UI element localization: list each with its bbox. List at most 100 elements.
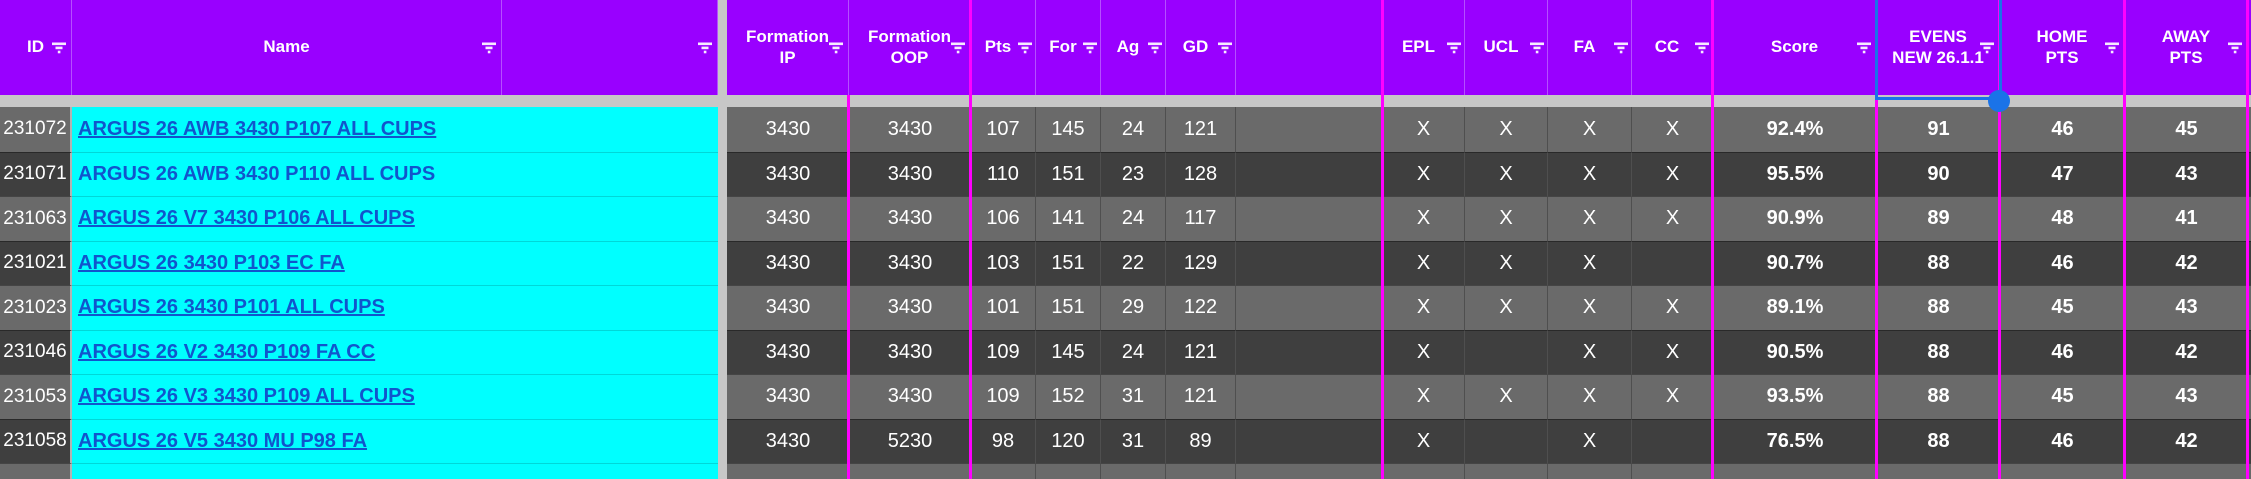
selection-handle[interactable]: [1988, 90, 2010, 112]
column-header-name[interactable]: Name: [72, 0, 502, 95]
filter-icon[interactable]: [1530, 42, 1544, 53]
filter-icon[interactable]: [482, 42, 496, 53]
cell-evens-new[interactable]: 88: [1877, 240, 2000, 285]
cell-home-pts[interactable]: 45: [2000, 285, 2125, 330]
column-header-blank-1[interactable]: [502, 0, 718, 95]
cell-home-pts[interactable]: 46: [2000, 329, 2125, 374]
cell-epl[interactable]: X: [1383, 285, 1465, 330]
cell-away-pts[interactable]: 41: [2125, 196, 2248, 241]
cell-evens-new[interactable]: 88: [1877, 285, 2000, 330]
cell-home-pts[interactable]: 46: [2000, 240, 2125, 285]
cell-ucl[interactable]: X: [1465, 196, 1548, 241]
cell-for[interactable]: 120: [1036, 418, 1101, 463]
cell-ag[interactable]: 24: [1101, 107, 1166, 152]
cell-name[interactable]: ARGUS 26 3430 P101 ALL CUPS: [72, 285, 718, 330]
cell-score[interactable]: 93.5%: [1713, 374, 1877, 419]
cell-name[interactable]: ARGUS 26 AWB 3430 P110 ALL CUPS: [72, 151, 718, 196]
cell-ucl[interactable]: [1465, 329, 1548, 374]
cell-ag[interactable]: 24: [1101, 196, 1166, 241]
cell-formation-ip[interactable]: 3430: [727, 285, 849, 330]
cell-id[interactable]: 231071: [0, 151, 72, 196]
cell-ag[interactable]: 31: [1101, 418, 1166, 463]
cell-formation-oop[interactable]: 3430: [849, 240, 971, 285]
column-header-id[interactable]: ID: [0, 0, 72, 95]
cell-fa[interactable]: X: [1548, 285, 1632, 330]
column-header-formation-oop[interactable]: Formation OOP: [849, 0, 971, 95]
cell-ucl[interactable]: X: [1465, 107, 1548, 152]
column-header-score[interactable]: Score: [1713, 0, 1877, 95]
cell-gd[interactable]: 121: [1166, 107, 1236, 152]
cell-gd[interactable]: 117: [1166, 196, 1236, 241]
cell-home-pts[interactable]: 48: [2000, 196, 2125, 241]
column-header-blank-2[interactable]: [1236, 0, 1383, 95]
column-header-epl[interactable]: EPL: [1383, 0, 1465, 95]
cell-for[interactable]: 152: [1036, 374, 1101, 419]
cell-evens-new[interactable]: 88: [1877, 329, 2000, 374]
cell-fa[interactable]: X: [1548, 374, 1632, 419]
cell-gd[interactable]: 121: [1166, 329, 1236, 374]
cell-cc[interactable]: X: [1632, 329, 1713, 374]
column-header-evens-new[interactable]: EVENS NEW 26.1.1: [1877, 0, 2000, 95]
filter-icon[interactable]: [1083, 42, 1097, 53]
cell-home-pts[interactable]: 47: [2000, 151, 2125, 196]
cell-away-pts[interactable]: 43: [2125, 151, 2248, 196]
filter-icon[interactable]: [1148, 42, 1162, 53]
cell-epl[interactable]: X: [1383, 418, 1465, 463]
cell-pts[interactable]: 106: [971, 196, 1036, 241]
column-header-for[interactable]: For: [1036, 0, 1101, 95]
cell-score[interactable]: 90.9%: [1713, 196, 1877, 241]
filter-icon[interactable]: [1018, 42, 1032, 53]
cell-name[interactable]: ARGUS 26 V7 3430 P106 ALL CUPS: [72, 196, 718, 241]
name-link[interactable]: ARGUS 26 V2 3430 P109 FA CC: [78, 340, 376, 363]
cell-away-pts[interactable]: 45: [2125, 107, 2248, 152]
cell-formation-oop[interactable]: 3430: [849, 329, 971, 374]
cell-score[interactable]: 92.4%: [1713, 107, 1877, 152]
filter-icon[interactable]: [52, 42, 66, 53]
cell-formation-oop[interactable]: 3430: [849, 374, 971, 419]
cell-away-pts[interactable]: 43: [2125, 374, 2248, 419]
cell-gd[interactable]: 89: [1166, 418, 1236, 463]
cell-id[interactable]: 231058: [0, 418, 72, 463]
cell-pts[interactable]: 109: [971, 329, 1036, 374]
cell-score[interactable]: 76.5%: [1713, 418, 1877, 463]
cell-cc[interactable]: [1632, 418, 1713, 463]
cell-evens-new[interactable]: 91: [1877, 107, 2000, 152]
cell-score[interactable]: 90.5%: [1713, 329, 1877, 374]
cell-formation-ip[interactable]: 3430: [727, 151, 849, 196]
cell-epl[interactable]: X: [1383, 151, 1465, 196]
cell-name[interactable]: ARGUS 26 V5 3430 MU P98 FA: [72, 418, 718, 463]
name-link[interactable]: ARGUS 26 3430 P103 EC FA: [78, 251, 345, 274]
cell-name[interactable]: ARGUS 26 V3 3430 P109 ALL CUPS: [72, 374, 718, 419]
cell-id[interactable]: 231063: [0, 196, 72, 241]
cell-formation-oop[interactable]: 3430: [849, 196, 971, 241]
cell-ucl[interactable]: X: [1465, 240, 1548, 285]
cell-pts[interactable]: 103: [971, 240, 1036, 285]
cell-id[interactable]: 231021: [0, 240, 72, 285]
cell-formation-ip[interactable]: 3430: [727, 418, 849, 463]
cell-ag[interactable]: 23: [1101, 151, 1166, 196]
cell-fa[interactable]: X: [1548, 196, 1632, 241]
cell-formation-ip[interactable]: 3430: [727, 107, 849, 152]
cell-cc[interactable]: [1632, 240, 1713, 285]
cell-ucl[interactable]: X: [1465, 285, 1548, 330]
cell-formation-oop[interactable]: 3430: [849, 151, 971, 196]
cell-formation-ip[interactable]: 3430: [727, 374, 849, 419]
column-header-gd[interactable]: GD: [1166, 0, 1236, 95]
cell-for[interactable]: 151: [1036, 240, 1101, 285]
name-link[interactable]: ARGUS 26 V5 3430 MU P98 FA: [78, 429, 368, 452]
name-link[interactable]: ARGUS 26 AWB 3430 P110 ALL CUPS: [78, 162, 436, 185]
name-link[interactable]: ARGUS 26 3430 P101 ALL CUPS: [78, 296, 385, 319]
column-header-away-pts[interactable]: AWAY PTS: [2125, 0, 2248, 95]
cell-id[interactable]: 231023: [0, 285, 72, 330]
cell-away-pts[interactable]: 43: [2125, 285, 2248, 330]
cell-evens-new[interactable]: 88: [1877, 418, 2000, 463]
cell-formation-ip[interactable]: 3430: [727, 196, 849, 241]
cell-gd[interactable]: 128: [1166, 151, 1236, 196]
cell-epl[interactable]: X: [1383, 240, 1465, 285]
cell-id[interactable]: 231046: [0, 329, 72, 374]
cell-id[interactable]: 231053: [0, 374, 72, 419]
filter-icon[interactable]: [2105, 42, 2119, 53]
column-header-ag[interactable]: Ag: [1101, 0, 1166, 95]
cell-formation-oop[interactable]: 3430: [849, 285, 971, 330]
cell-pts[interactable]: 110: [971, 151, 1036, 196]
